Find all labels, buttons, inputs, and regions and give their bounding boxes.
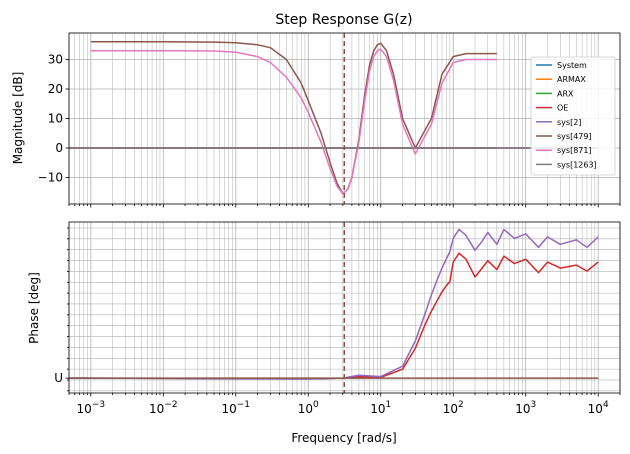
phase-grid	[68, 222, 621, 393]
series-line-oe	[69, 252, 599, 380]
legend-entry-label: System	[557, 61, 587, 70]
legend-entry-label: sys[1263]	[557, 160, 597, 169]
x-axis-label: Frequency [rad/s]	[291, 431, 396, 445]
magnitude-series-group	[69, 41, 599, 195]
phase-y-axis-label: Phase [deg]	[27, 272, 41, 344]
y-tick-label: U	[54, 371, 63, 385]
legend-entry-label: OE	[557, 104, 568, 113]
phase-axes-frame	[68, 221, 621, 394]
y-tick-label: 30	[48, 53, 63, 67]
x-tick-label: 100	[298, 400, 319, 416]
x-tick-label: 102	[443, 400, 464, 416]
series-line-sys-871-	[90, 48, 497, 195]
x-tick-label: 103	[515, 400, 536, 416]
x-tick-label: 10−1	[221, 400, 250, 416]
series-line-sys-2-	[69, 228, 599, 380]
legend-box	[530, 56, 616, 176]
x-tick-label: 101	[370, 400, 391, 416]
magnitude-ticks: 30 20 10 0 −10	[38, 53, 621, 208]
legend-entry-label: sys[2]	[557, 118, 581, 127]
x-tick-label: 10−2	[149, 400, 178, 416]
legend-entry-label: ARX	[557, 89, 574, 98]
chart-title: Step Response G(z)	[275, 12, 412, 28]
y-tick-label: 10	[48, 112, 63, 126]
phase-series-group	[69, 228, 599, 380]
legend-entry-label: sys[871]	[557, 146, 592, 155]
x-tick-label: 104	[588, 400, 609, 416]
magnitude-y-axis-label: Magnitude [dB]	[11, 72, 25, 165]
phase-ticks: U 10−3 10−2 10−1 100 101 102 103 104	[54, 227, 621, 416]
y-tick-label: −10	[38, 170, 63, 184]
y-tick-label: 20	[48, 82, 63, 96]
phase-panel: U 10−3 10−2 10−1 100 101 102 103 104 Phase [deg]…	[27, 221, 621, 445]
x-tick-label: 10−3	[77, 400, 106, 416]
magnitude-panel: 30 20 10 0 −10 Step Response G(z) Magnitude …	[11, 12, 621, 208]
legend: System ARMAX ARX OE sys[2] sys[479] sys[871] sy…	[530, 56, 616, 176]
legend-entry-label: ARMAX	[557, 75, 586, 84]
y-tick-label: 0	[55, 141, 63, 155]
legend-entry-label: sys[479]	[557, 132, 592, 141]
